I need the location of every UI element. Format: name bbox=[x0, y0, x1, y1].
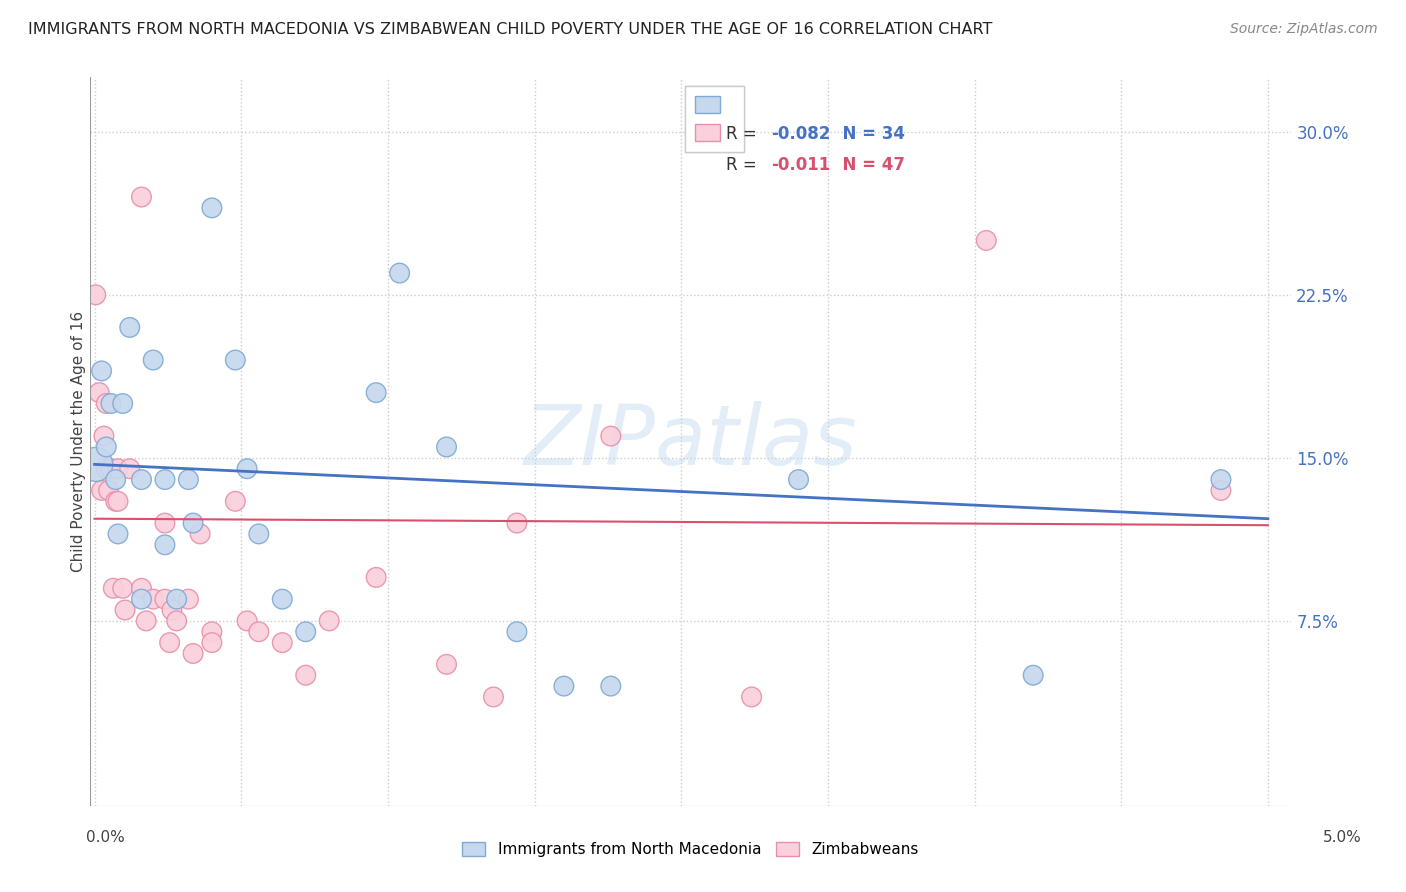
Point bbox=[100, 461, 122, 475]
Point bbox=[181, 647, 204, 661]
Point bbox=[177, 473, 200, 487]
Point bbox=[107, 527, 129, 541]
Point bbox=[97, 483, 120, 498]
Point bbox=[114, 603, 136, 617]
Point bbox=[599, 679, 621, 693]
Point bbox=[131, 581, 153, 595]
Point bbox=[104, 473, 127, 487]
Point bbox=[100, 396, 122, 410]
Y-axis label: Child Poverty Under the Age of 16: Child Poverty Under the Age of 16 bbox=[72, 311, 86, 572]
Point bbox=[201, 624, 224, 639]
Text: R =: R = bbox=[725, 125, 762, 143]
Point bbox=[318, 614, 340, 628]
Text: Source: ZipAtlas.com: Source: ZipAtlas.com bbox=[1230, 22, 1378, 37]
Point bbox=[107, 494, 129, 508]
Point bbox=[111, 581, 134, 595]
Point bbox=[366, 570, 388, 584]
Point bbox=[135, 614, 157, 628]
Point bbox=[787, 473, 810, 487]
Point bbox=[93, 429, 115, 443]
Point bbox=[388, 266, 411, 280]
Point bbox=[96, 440, 118, 454]
Text: 5.0%: 5.0% bbox=[1323, 830, 1362, 845]
Point bbox=[153, 592, 176, 607]
Point bbox=[160, 603, 183, 617]
Point bbox=[118, 320, 141, 334]
Point bbox=[366, 385, 388, 400]
Point bbox=[553, 679, 575, 693]
Point bbox=[1209, 473, 1232, 487]
Point bbox=[436, 657, 458, 672]
Point bbox=[84, 288, 107, 302]
Point bbox=[599, 429, 621, 443]
Point bbox=[84, 458, 107, 472]
Point bbox=[90, 364, 112, 378]
Point bbox=[153, 516, 176, 530]
Text: R =: R = bbox=[725, 156, 762, 174]
Text: -0.011: -0.011 bbox=[770, 156, 831, 174]
Point bbox=[131, 473, 153, 487]
Point bbox=[131, 190, 153, 204]
Point bbox=[96, 461, 118, 475]
Point bbox=[974, 234, 997, 248]
Point bbox=[506, 624, 529, 639]
Point bbox=[247, 527, 270, 541]
Point bbox=[224, 494, 246, 508]
Point bbox=[271, 592, 294, 607]
Point bbox=[153, 538, 176, 552]
Point bbox=[294, 624, 316, 639]
Text: 0.0%: 0.0% bbox=[86, 830, 125, 845]
Point bbox=[96, 396, 118, 410]
Text: IMMIGRANTS FROM NORTH MACEDONIA VS ZIMBABWEAN CHILD POVERTY UNDER THE AGE OF 16 : IMMIGRANTS FROM NORTH MACEDONIA VS ZIMBA… bbox=[28, 22, 993, 37]
Text: N = 47: N = 47 bbox=[831, 156, 905, 174]
Point bbox=[89, 385, 111, 400]
Point bbox=[1209, 483, 1232, 498]
Point bbox=[436, 440, 458, 454]
Point bbox=[166, 592, 188, 607]
Point bbox=[201, 201, 224, 215]
Point bbox=[107, 461, 129, 475]
Point bbox=[142, 353, 165, 368]
Point bbox=[188, 527, 211, 541]
Point bbox=[224, 353, 246, 368]
Point bbox=[271, 635, 294, 649]
Point bbox=[103, 581, 125, 595]
Point bbox=[294, 668, 316, 682]
Point bbox=[131, 592, 153, 607]
Text: N = 34: N = 34 bbox=[831, 125, 905, 143]
Text: ZIPatlas: ZIPatlas bbox=[524, 401, 858, 482]
Point bbox=[181, 516, 204, 530]
Point bbox=[236, 614, 259, 628]
Point bbox=[177, 592, 200, 607]
Point bbox=[236, 461, 259, 475]
Point bbox=[506, 516, 529, 530]
Point bbox=[118, 461, 141, 475]
Text: -0.082: -0.082 bbox=[770, 125, 831, 143]
Point bbox=[482, 690, 505, 704]
Point bbox=[104, 494, 127, 508]
Point bbox=[90, 483, 112, 498]
Point bbox=[142, 592, 165, 607]
Point bbox=[1022, 668, 1045, 682]
Legend: , : , bbox=[686, 86, 744, 153]
Point bbox=[166, 614, 188, 628]
Point bbox=[159, 635, 181, 649]
Point bbox=[153, 473, 176, 487]
Point bbox=[111, 396, 134, 410]
Point bbox=[247, 624, 270, 639]
Point bbox=[741, 690, 763, 704]
Point bbox=[201, 635, 224, 649]
